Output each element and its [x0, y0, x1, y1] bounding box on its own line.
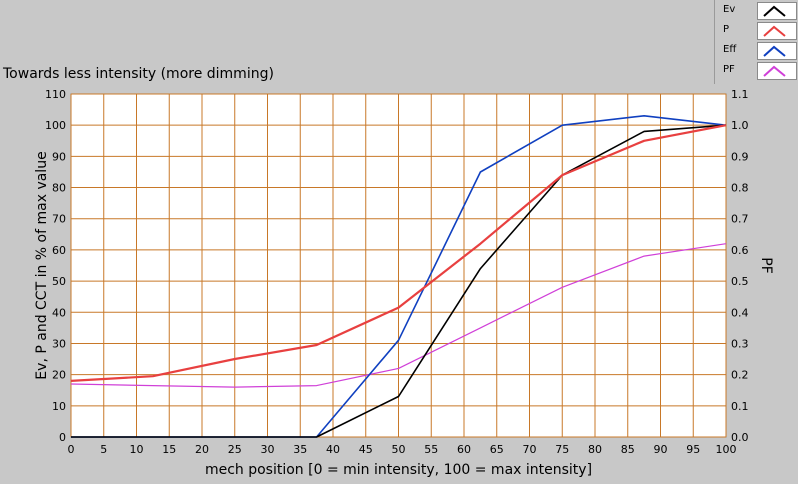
legend-label: P: [723, 24, 730, 35]
x-tick-label: 80: [588, 443, 602, 456]
legend-swatch-line: [763, 5, 786, 17]
x-tick-label: 85: [621, 443, 635, 456]
series-group: [70, 115, 727, 438]
y2-tick-label: 1.1: [731, 88, 749, 101]
y-tick-label: 50: [52, 275, 66, 288]
y2-tick-label: 0.4: [731, 306, 749, 319]
y-tick-label: 70: [52, 213, 66, 226]
legend-swatch-pf: [757, 62, 797, 80]
x-tick-label: 25: [228, 443, 242, 456]
legend-swatch-line: [763, 25, 786, 37]
legend-swatch-ev: [757, 2, 797, 20]
x-tick-label: 5: [100, 443, 107, 456]
x-tick-label: 45: [359, 443, 373, 456]
legend-label: Eff: [723, 44, 737, 55]
y2-axis-ticks: 0.0 0.1 0.2 0.3 0.4 0.5 0.6 0.7 0.8 0.9 1.0 1.1: [731, 88, 749, 444]
y-tick-label: 110: [45, 88, 66, 101]
y-tick-label: 30: [52, 337, 66, 350]
x-axis-ticks: 0 5 10 15 20 25 30 35 40 45 50 55 60 65 70 75 80 85 90 95 10…: [68, 443, 737, 456]
legend-swatch-line: [763, 65, 786, 77]
y-tick-label: 60: [52, 244, 66, 257]
series-line-pf: [70, 243, 727, 388]
x-tick-label: 30: [261, 443, 275, 456]
legend-swatch-p: [757, 22, 797, 40]
y2-tick-label: 0.2: [731, 369, 749, 382]
legend-item-p: P: [715, 21, 798, 41]
legend-label: PF: [723, 64, 735, 75]
legend: Ev P Eff PF: [714, 0, 798, 84]
x-tick-label: 40: [326, 443, 340, 456]
x-tick-label: 75: [555, 443, 569, 456]
y-tick-label: 20: [52, 369, 66, 382]
x-tick-label: 0: [68, 443, 75, 456]
y-tick-label: 10: [52, 400, 66, 413]
y2-tick-label: 0.8: [731, 182, 749, 195]
chart-title: Towards less intensity (more dimming): [2, 66, 274, 82]
x-tick-label: 35: [293, 443, 307, 456]
legend-item-ev: Ev: [715, 1, 798, 21]
x-axis-label: mech position [0 = min intensity, 100 = …: [205, 462, 592, 478]
x-tick-label: 10: [130, 443, 144, 456]
y2-tick-label: 0.7: [731, 213, 749, 226]
y-tick-label: 100: [45, 119, 66, 132]
y2-tick-label: 0.9: [731, 150, 749, 163]
legend-swatch-line: [763, 45, 786, 57]
y2-tick-label: 0.6: [731, 244, 749, 257]
series-line-ev: [71, 124, 727, 438]
y2-tick-label: 0.3: [731, 337, 749, 350]
y2-tick-label: 0.1: [731, 400, 749, 413]
y2-axis-label: PF: [758, 257, 774, 274]
y-tick-label: 90: [52, 150, 66, 163]
legend-swatch-eff: [757, 42, 797, 60]
legend-item-eff: Eff: [715, 41, 798, 61]
legend-item-pf: PF: [715, 61, 798, 81]
y2-tick-label: 0.0: [731, 431, 749, 444]
y-tick-label: 40: [52, 306, 66, 319]
x-tick-label: 95: [686, 443, 700, 456]
x-tick-label: 20: [195, 443, 209, 456]
x-tick-label: 60: [457, 443, 471, 456]
x-tick-label: 70: [523, 443, 537, 456]
y-tick-label: 0: [59, 431, 66, 444]
y-tick-label: 80: [52, 182, 66, 195]
y2-tick-label: 1.0: [731, 119, 749, 132]
series-line-p: [70, 124, 727, 382]
x-tick-label: 50: [392, 443, 406, 456]
y2-tick-label: 0.5: [731, 275, 749, 288]
x-tick-label: 65: [490, 443, 504, 456]
y-axis-ticks: 0 10 20 30 40 50 60 70 80 90 100 110: [45, 88, 66, 444]
x-tick-label: 100: [716, 443, 737, 456]
y-axis-label: Ev, P and CCT in % of max value: [34, 151, 50, 379]
legend-label: Ev: [723, 4, 736, 15]
x-tick-label: 15: [162, 443, 176, 456]
x-tick-label: 55: [424, 443, 438, 456]
x-tick-label: 90: [654, 443, 668, 456]
